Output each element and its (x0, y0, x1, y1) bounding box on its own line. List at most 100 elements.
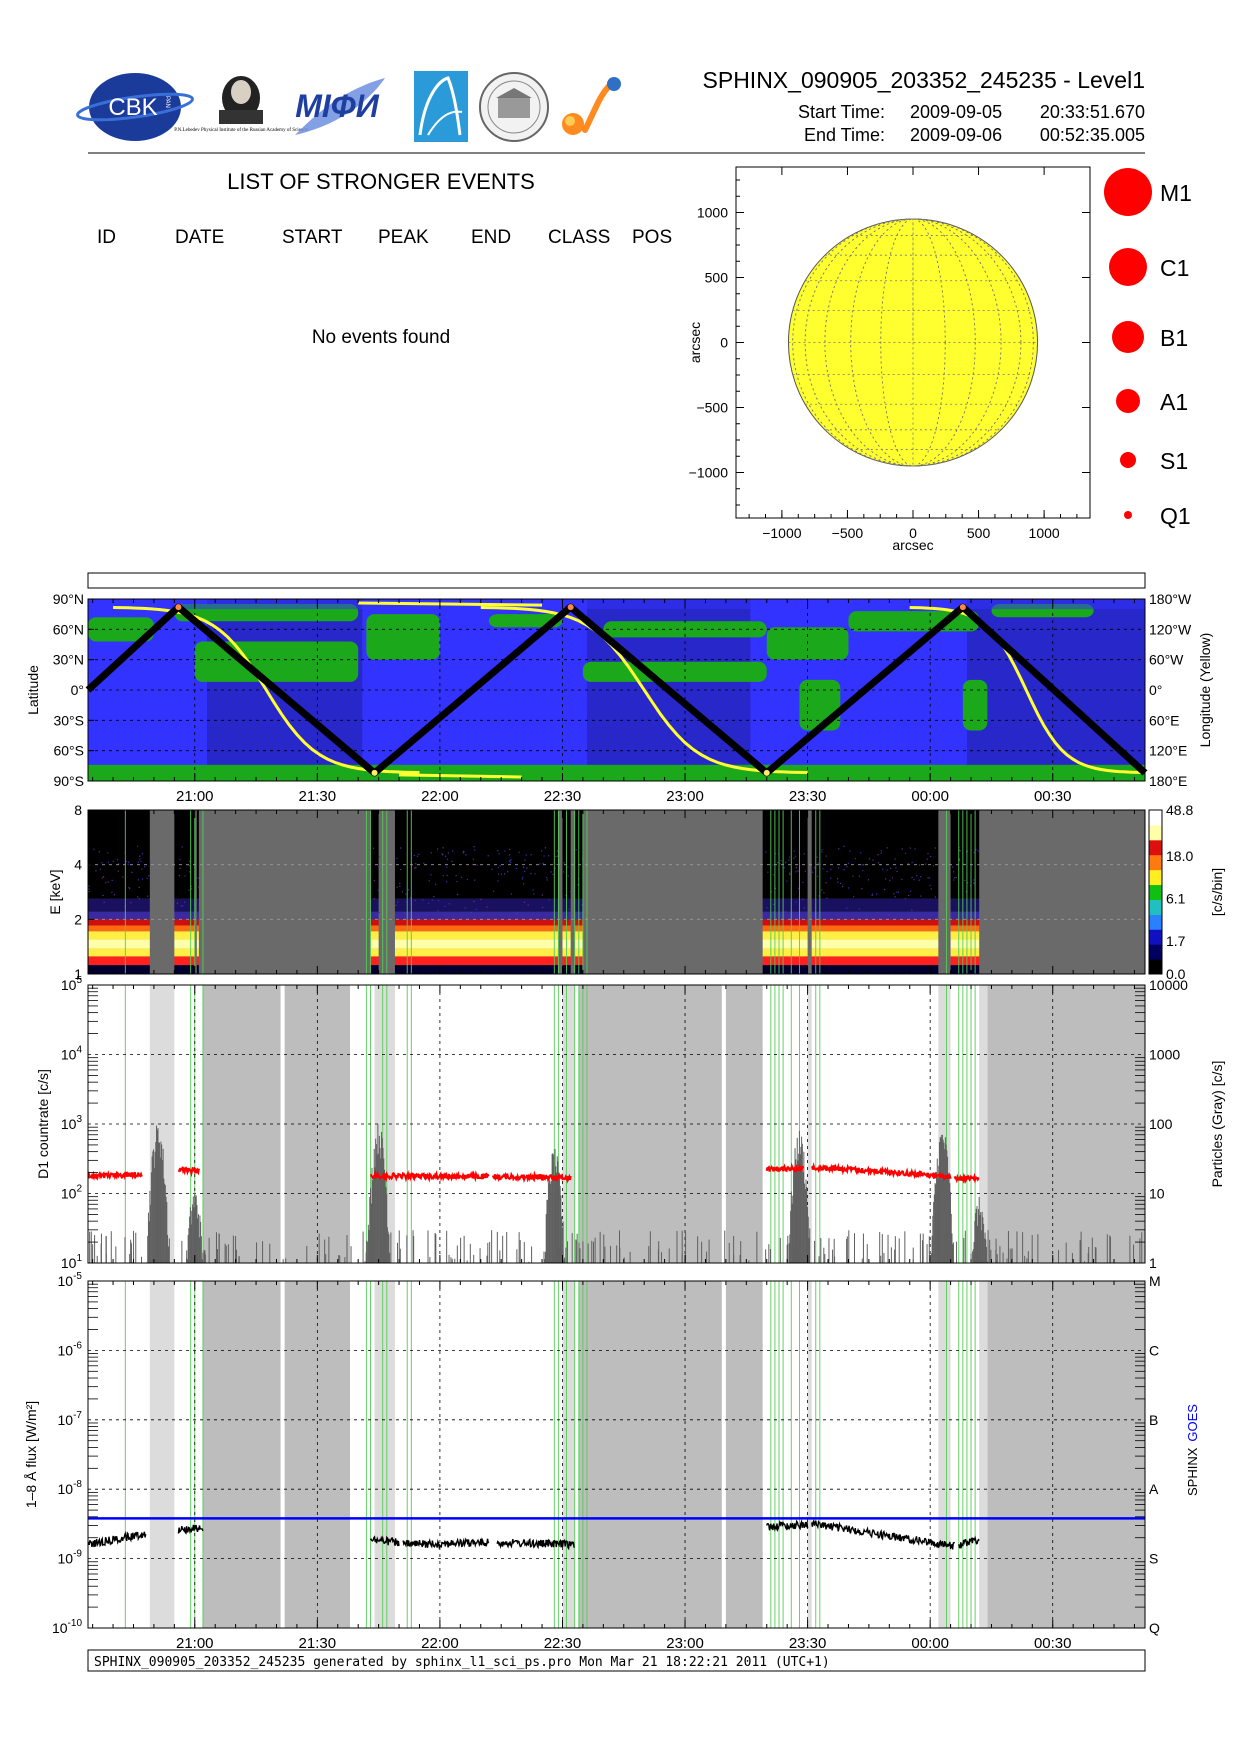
event-list-title: LIST OF STRONGER EVENTS (227, 169, 535, 194)
spectrogram-speckle (141, 878, 144, 880)
latitude-tick-label: 30°N (53, 652, 84, 668)
spectrogram-band (196, 948, 199, 957)
spectrogram-speckle (111, 879, 113, 882)
orbit-map-panel: 90°N 60°N 30°N 0° 30°S 60°S 90°S 180°W 120°W 60°W… (25, 591, 1213, 805)
spectrogram-speckle (883, 888, 886, 891)
legend-dot-c (1109, 248, 1147, 286)
exponent: 5 (76, 975, 82, 986)
spectrogram-band (174, 939, 195, 949)
spectrogram-speckle (861, 864, 863, 866)
spectrogram-speckle (977, 850, 979, 852)
spectrogram-speckle (974, 883, 976, 885)
spectrogram-band (950, 919, 980, 926)
spectrogram-speckle (803, 853, 805, 855)
spectrogram-band (88, 939, 150, 949)
footer-box (87, 1649, 1146, 1672)
spectrogram-speckle (188, 865, 190, 867)
mifi-logo-text: MIФИ (295, 88, 380, 124)
spectrogram-speckle (793, 850, 795, 852)
spectrogram-speckle (480, 898, 482, 901)
spectrogram-speckle (909, 847, 911, 849)
spectrogram-speckle (476, 864, 478, 866)
spectrogram-speckle (414, 867, 416, 869)
legend-label-q: Q1 (1160, 503, 1191, 529)
longitude-tick-label: 120°W (1149, 621, 1192, 637)
time-tick-label: 23:00 (666, 1635, 704, 1652)
spectrogram-speckle (959, 850, 961, 852)
colorbar-frame (1148, 809, 1163, 975)
spectrogram-speckle (128, 861, 130, 863)
spectrogram-band (88, 911, 150, 920)
spectrogram-band (762, 898, 808, 912)
spectrogram-band (950, 939, 980, 949)
spectrogram-speckle (871, 893, 874, 895)
spectrogram-speckle (954, 877, 956, 879)
spectrogram-speckle (958, 859, 961, 861)
spectrogram-speckle (876, 893, 878, 895)
saa-interval (725, 985, 763, 1263)
spectrogram-speckle (95, 870, 97, 872)
spectrogram-speckle (548, 855, 550, 857)
spectrogram-speckle (138, 886, 140, 888)
countrate-line (953, 1172, 980, 1184)
spectrogram-speckle (826, 897, 828, 899)
colorbar-tick-label: 18.0 (1166, 848, 1193, 864)
spectrogram-band (950, 965, 980, 974)
spectrogram-speckle (952, 866, 954, 868)
spectrogram-speckle (934, 847, 936, 849)
spectrogram-band (811, 948, 939, 957)
spectrogram-speckle (907, 863, 909, 865)
spectrogram-speckle (466, 878, 468, 881)
spectrogram-speckle (188, 889, 190, 891)
spectrogram-speckle (498, 853, 500, 855)
spectrogram-band (370, 956, 379, 966)
spectrogram-band (88, 931, 150, 940)
spectrogram-speckle (455, 875, 457, 877)
exponent: -5 (73, 1271, 82, 1282)
disk-xtick-label: 0 (909, 525, 917, 541)
spectrogram-speckle (918, 879, 920, 881)
spectrogram-speckle (542, 906, 544, 908)
spectrogram-speckle (146, 877, 148, 879)
spectrogram-speckle (118, 863, 120, 865)
spectrogram-band (811, 931, 939, 940)
spectrogram-speckle (137, 896, 139, 898)
lebedev-logo: P.N.Lebedev Physical Institute of the Ru… (174, 76, 309, 133)
spectrogram-speckle (437, 900, 440, 902)
spectrogram-speckle (88, 885, 90, 887)
spectrogram-speckle (822, 868, 824, 870)
spectrogram-speckle (795, 901, 797, 903)
spectrogram-speckle (861, 888, 863, 890)
spectrogram-speckle (101, 862, 103, 864)
colorbar-segment (1149, 959, 1162, 975)
spectrogram-speckle (530, 872, 532, 875)
disk-ytick-label: 0 (720, 335, 728, 351)
disk-ytick-label: 500 (705, 270, 729, 286)
spectrogram-speckle (825, 882, 827, 884)
disk-longitude-line (792, 218, 1034, 467)
spectrogram-speckle (395, 904, 397, 906)
track-turn-marker (567, 604, 574, 611)
flux-panel: 10-10 10-9 10-8 10-7 10-6 10-5 Q S A B C M 1–8 Å flu… (23, 1271, 1200, 1636)
colorbar-segment (1149, 944, 1162, 960)
countrate-tick-label: 101 (61, 1253, 83, 1271)
disk-ylabel: arcsec (687, 322, 703, 363)
spectrogram-speckle (521, 878, 523, 880)
spectrogram-speckle (530, 854, 532, 856)
spectrogram-speckle (475, 908, 477, 910)
spectrogram-frame (87, 809, 1146, 975)
spectrogram-speckle (891, 877, 894, 879)
spectrogram-speckle (958, 858, 961, 860)
spectrogram-speckle (763, 915, 765, 917)
spectrogram-speckle (179, 867, 181, 869)
spectrogram-speckle (546, 877, 548, 879)
latitude-tick-label: 60°N (53, 621, 84, 637)
colorbar-segment (1149, 869, 1162, 886)
spectrogram-speckle (539, 863, 541, 865)
longitude-tick-label: 60°E (1149, 712, 1180, 728)
spectrogram-band (762, 965, 808, 974)
spectrogram-band (174, 931, 195, 940)
exponent: -6 (73, 1340, 82, 1351)
spectrogram-speckle (446, 866, 448, 868)
